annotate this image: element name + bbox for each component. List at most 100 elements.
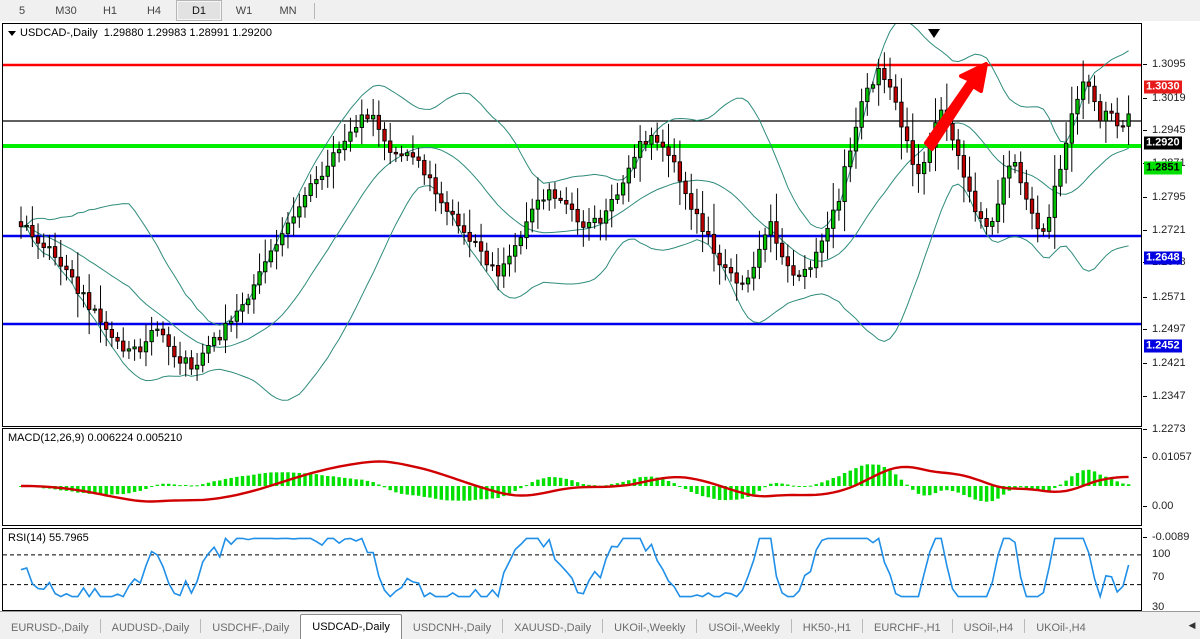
macd-tick-mark (1143, 457, 1147, 458)
macd-histogram-bar (411, 486, 415, 496)
candlestick (24, 215, 29, 231)
macd-pane[interactable]: MACD(12,26,9) 0.006224 0.005210 (2, 428, 1142, 526)
macd-histogram-bar (752, 486, 756, 495)
bollinger-lower-band (20, 183, 1129, 401)
timeframe-w1[interactable]: W1 (235, 4, 253, 17)
chart-tabs: EURUSD-,Daily AUDUSD-,Daily USDCHF-,Daily U… (0, 612, 1097, 639)
candlestick (819, 233, 825, 268)
chart-tab-usdcad-daily[interactable]: USDCAD-,Daily (300, 614, 402, 639)
macd-histogram-bar (905, 484, 909, 486)
macd-histogram-bar (81, 486, 86, 493)
candlestick (308, 174, 313, 202)
candlestick (762, 227, 768, 263)
price-tag-support-blue-1[interactable]: 1.2648 (1144, 251, 1182, 265)
timeframe-d1[interactable]: D1 (176, 0, 222, 21)
macd-histogram-bar (201, 484, 205, 486)
candlestick (797, 270, 802, 282)
macd-histogram-bar (1024, 486, 1029, 488)
macd-histogram-bar (956, 486, 960, 493)
macd-histogram-bar (837, 476, 841, 486)
price-tag-current-black[interactable]: 1.2920 (1144, 136, 1182, 150)
tab-divider (696, 618, 698, 633)
timeframe-m30[interactable]: M30 (55, 4, 77, 17)
chart-tab-bar: EURUSD-,Daily AUDUSD-,Daily USDCHF-,Daily U… (0, 611, 1200, 639)
candlestick (331, 136, 336, 189)
collapse-caret-icon[interactable] (8, 30, 16, 36)
candlestick (620, 175, 626, 205)
macd-histogram-bar (320, 475, 324, 486)
timeframe-mn[interactable]: MN (279, 4, 297, 17)
macd-histogram-bar (502, 486, 506, 497)
macd-histogram-bar (820, 482, 824, 486)
macd-histogram-bar (678, 486, 682, 487)
macd-histogram-bar (348, 478, 353, 486)
macd-histogram-bar (632, 478, 637, 486)
macd-histogram-bar (859, 465, 864, 486)
macd-histogram-bar (354, 479, 358, 486)
macd-histogram-bar (343, 477, 347, 486)
macd-histogram-bar (876, 464, 881, 486)
macd-histogram-bar (553, 477, 557, 486)
price-tag-resistance-red[interactable]: 1.3030 (1144, 80, 1182, 94)
macd-histogram-bar (939, 486, 943, 491)
chart-tab-eurusd-daily[interactable]: EURUSD-,Daily (11, 622, 89, 634)
candlestick (382, 122, 387, 161)
rsi-tick-label: 30 (1152, 600, 1165, 613)
candlestick (200, 343, 205, 373)
chart-tab-hk50-h1[interactable]: HK50-,H1 (802, 622, 852, 634)
macd-histogram-bar (490, 486, 495, 499)
candlestick (899, 78, 904, 160)
chart-tab-usoil-weekly[interactable]: USOil-,Weekly (708, 622, 780, 634)
candlestick (700, 190, 705, 253)
chart-tab-usdcnh-daily[interactable]: USDCNH-,Daily (412, 622, 492, 634)
timeframe-m5[interactable]: 5 (18, 4, 26, 17)
candlestick (564, 187, 569, 215)
macd-histogram-bar (922, 486, 926, 496)
candlestick (319, 161, 325, 190)
rsi-label: RSI(14) 55.7965 (8, 532, 89, 544)
chart-tab-eurchf-h1[interactable]: EURCHF-,H1 (874, 622, 941, 634)
candlestick (172, 336, 177, 368)
candlestick (910, 113, 915, 187)
candlestick (967, 156, 972, 203)
timeframe-h4[interactable]: H4 (146, 4, 162, 17)
candlestick (353, 115, 359, 138)
candlestick (586, 208, 592, 241)
candlestick (1126, 95, 1131, 145)
chart-tab-usdchf-daily[interactable]: USDCHF-,Daily (212, 622, 290, 634)
candlestick (916, 144, 921, 193)
price-axis[interactable]: 1.30951.30191.29451.28711.27951.27211.26… (1143, 44, 1200, 448)
candlestick (138, 338, 143, 359)
macd-histogram-bar (161, 483, 165, 486)
tab-scroll-right-icon[interactable]: ◀ (1188, 620, 1196, 630)
macd-histogram-bar (729, 486, 733, 500)
candlestick (1109, 103, 1114, 122)
candlestick (865, 73, 870, 116)
rsi-line (20, 536, 1130, 600)
price-tick-mark (1143, 97, 1147, 99)
macd-histogram-bar (257, 473, 262, 486)
chart-tab-ukoil-h4[interactable]: UKOil-,H4 (1036, 622, 1086, 634)
macd-histogram-bar (138, 486, 142, 491)
macd-histogram-bar (536, 479, 540, 486)
candlestick (672, 138, 677, 173)
macd-histogram-bar (127, 486, 131, 494)
candlestick (973, 172, 978, 222)
tab-divider (1024, 618, 1026, 633)
timeframe-h1[interactable]: H1 (102, 4, 118, 17)
trend-arrow-annotation[interactable] (924, 62, 988, 151)
chart-tab-audusd-daily[interactable]: AUDUSD-,Daily (111, 622, 190, 634)
candlestick (365, 108, 370, 123)
candlestick (660, 129, 665, 162)
price-tag-support-blue-2[interactable]: 1.2452 (1144, 339, 1182, 353)
candlestick (870, 81, 876, 93)
candlestick (569, 192, 575, 222)
chart-tab-xauusd-daily[interactable]: XAUUSD-,Daily (514, 622, 592, 634)
candlestick (416, 147, 421, 168)
rsi-pane[interactable]: RSI(14) 55.7965 (2, 528, 1142, 611)
chart-tab-usoil-h4[interactable]: USOil-,H4 (963, 622, 1014, 634)
price-chart-pane[interactable]: USDCAD-,Daily 1.29880 1.29983 1.28991 1.… (2, 23, 1142, 427)
price-tag-support-green[interactable]: 1.2851 (1144, 161, 1182, 175)
macd-histogram-bar (450, 486, 455, 501)
chart-tab-ukoil-weekly[interactable]: UKOil-,Weekly (614, 622, 686, 634)
